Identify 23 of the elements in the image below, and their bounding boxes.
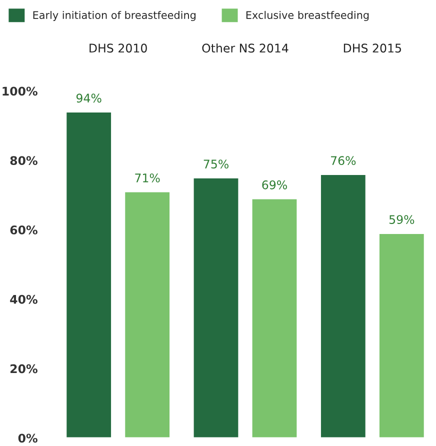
data-label: 76%: [331, 156, 356, 166]
data-label: 71%: [135, 173, 160, 182]
bar: [124, 190, 171, 439]
y-tick-label: 80%: [10, 156, 38, 166]
x-tick-label: DHS 2010: [90, 44, 147, 53]
bar: [250, 198, 298, 439]
legend-label: Early initiation of breastfeeding: [33, 10, 196, 22]
data-label: 75%: [204, 160, 228, 168]
bar: [65, 111, 112, 439]
data-label: 59%: [389, 215, 414, 224]
y-tick-label: 40%: [10, 294, 38, 304]
y-tick-label: 20%: [10, 364, 38, 374]
legend-label: Exclusive breastfeeding: [246, 10, 369, 22]
x-tick-label: Other NS 2014: [202, 43, 288, 53]
data-label: 69%: [262, 180, 287, 190]
bar: [192, 177, 240, 439]
bar: [320, 174, 367, 439]
y-tick-label: 100%: [2, 86, 38, 96]
y-tick-label: 0%: [18, 434, 38, 443]
bar: [378, 232, 426, 439]
x-tick-label: DHS 2015: [344, 44, 402, 53]
y-tick-label: 60%: [10, 226, 38, 234]
data-label: 94%: [76, 94, 102, 103]
